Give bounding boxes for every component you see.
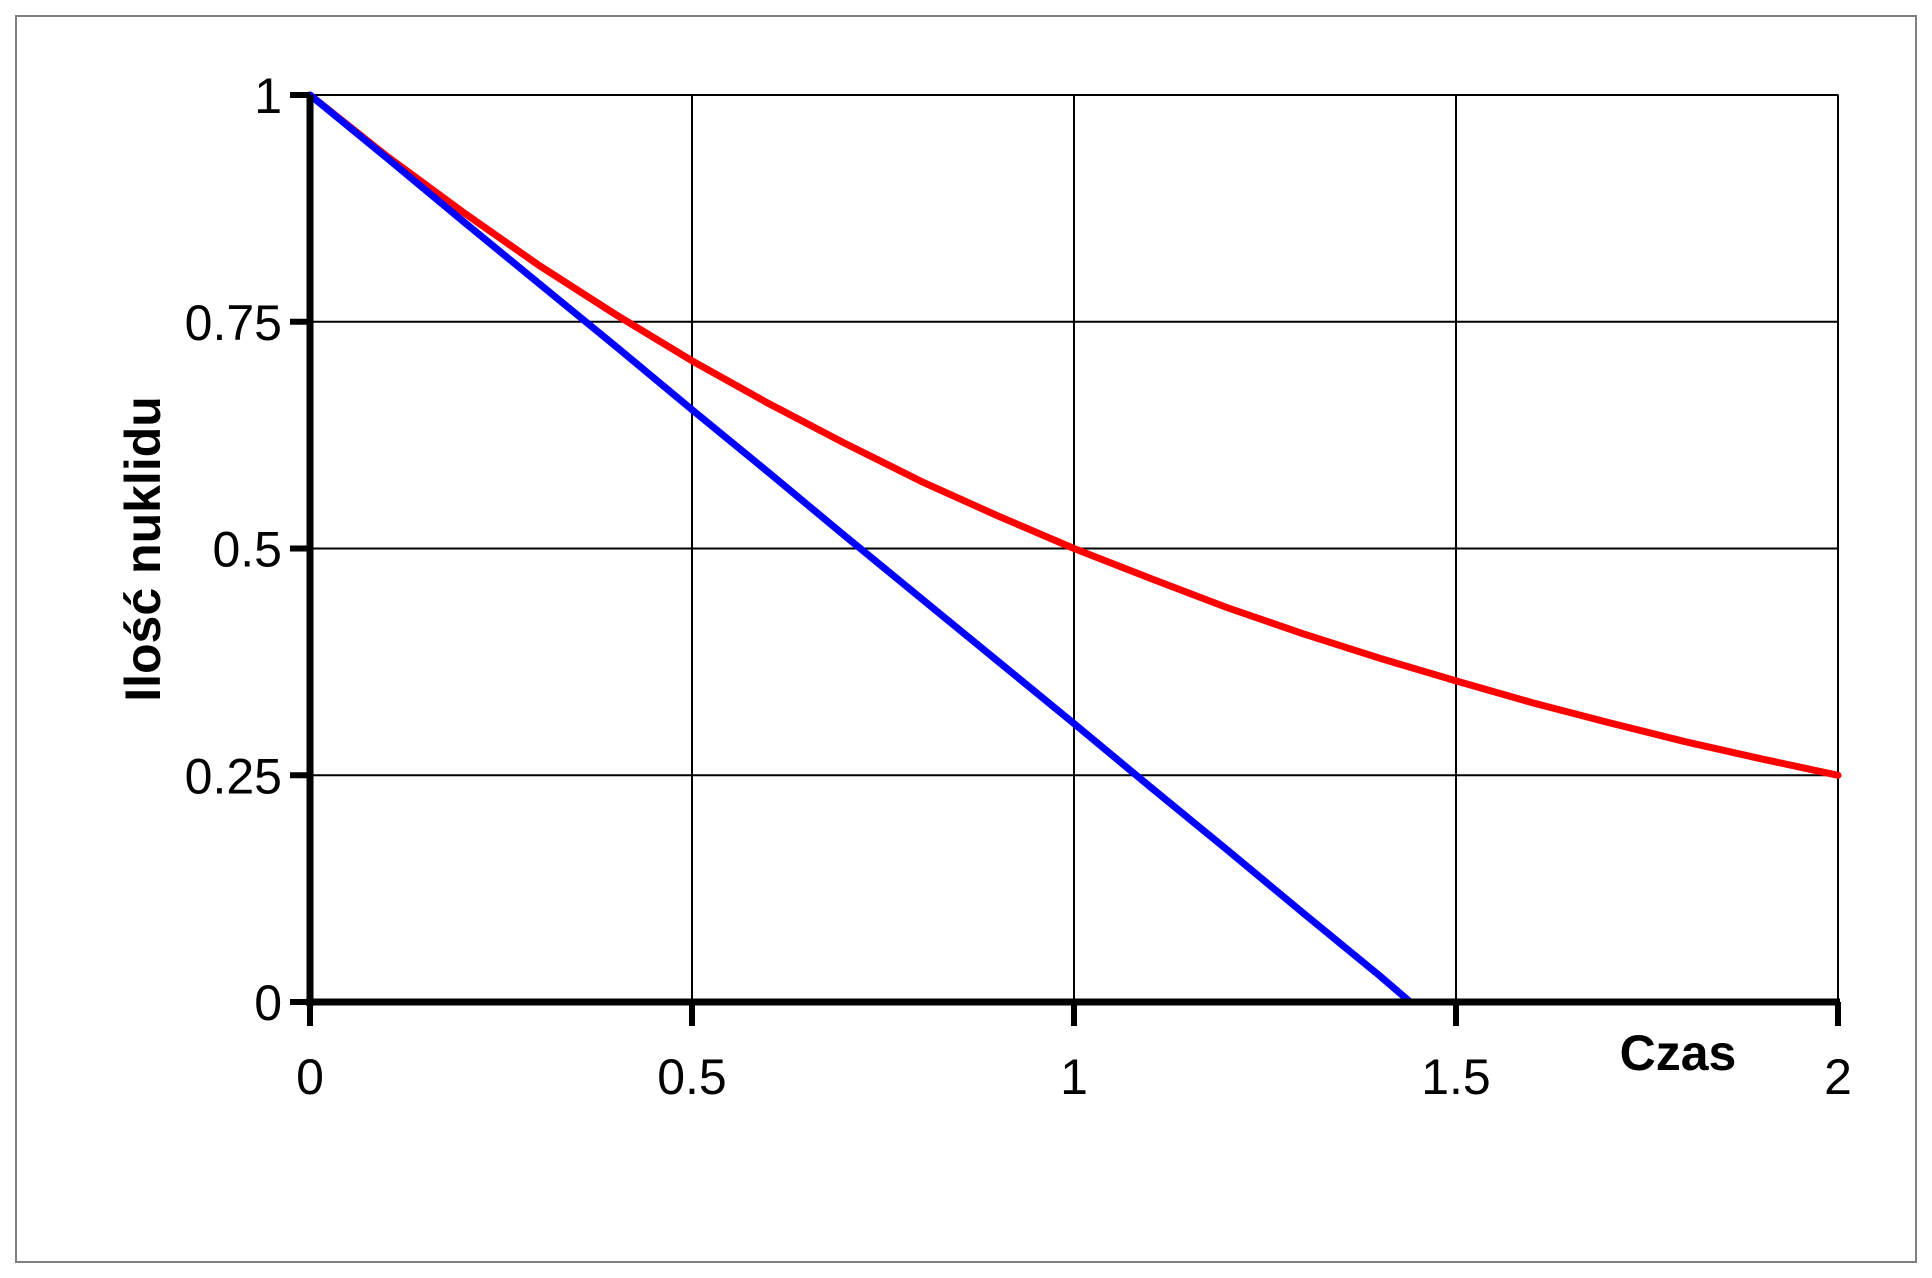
x-tick-label: 1 [1060, 1049, 1088, 1105]
x-axis-title: Czas [1620, 1025, 1737, 1081]
series-line-1 [306, 91, 1842, 779]
series-line-2 [306, 91, 1414, 1006]
y-tick-label: 0.5 [212, 522, 282, 578]
label-layer: 0 0.25 0.5 0.75 1 0 0.5 1 1.5 2 [185, 68, 1852, 1105]
y-axis-title: Ilość nuklidu [115, 396, 171, 702]
x-tick-label: 0.5 [657, 1049, 727, 1105]
y-tick-label: 0.75 [185, 295, 282, 351]
y-tick-label: 0.25 [185, 748, 282, 804]
axis-layer [290, 92, 1841, 1026]
x-tick-label: 0 [296, 1049, 324, 1105]
y-tick-label: 1 [254, 68, 282, 124]
series-layer [306, 91, 1842, 1006]
y-tick-label: 0 [254, 975, 282, 1031]
x-tick-label: 1.5 [1421, 1049, 1491, 1105]
x-tick-label: 2 [1824, 1049, 1852, 1105]
